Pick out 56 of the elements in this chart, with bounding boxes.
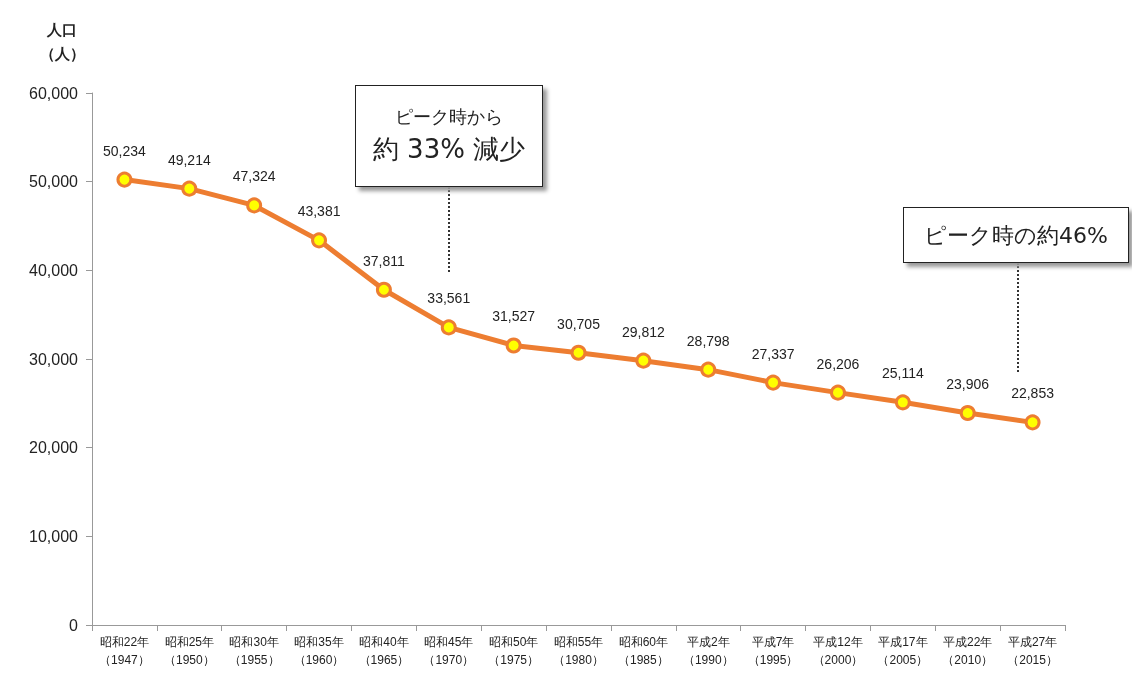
data-label: 29,812 <box>621 323 665 340</box>
x-tick-label: 平成22年（2010） <box>942 635 994 667</box>
y-tick-label: 40,000 <box>29 261 79 279</box>
data-label: 37,811 <box>363 252 405 269</box>
data-label: 43,381 <box>297 203 341 220</box>
point <box>246 197 263 214</box>
x-tick-label: 昭和30年（1955） <box>228 635 280 667</box>
point <box>505 337 522 354</box>
data-label: 26,206 <box>816 355 860 372</box>
point <box>116 171 133 188</box>
x-tick-label: 平成17年（2005） <box>877 635 929 667</box>
y-tick-label: 10,000 <box>29 527 79 545</box>
point <box>1024 414 1041 431</box>
x-tick-label: 昭和45年（1970） <box>423 635 475 667</box>
y-tick-label: 20,000 <box>29 439 79 457</box>
data-label: 31,527 <box>492 308 536 325</box>
data-label: 33,561 <box>427 290 471 307</box>
data-label: 49,214 <box>167 151 211 168</box>
x-tick-label: 昭和50年（1975） <box>488 635 539 667</box>
x-tick-label: 平成12年（2000） <box>812 635 864 667</box>
point <box>894 394 911 411</box>
data-label: 28,798 <box>686 332 730 349</box>
point <box>765 374 782 391</box>
data-label: 25,114 <box>881 365 924 382</box>
x-tick-label: 昭和55年（1980） <box>553 635 604 667</box>
x-tick-label: 昭和35年（1960） <box>293 635 345 667</box>
point <box>570 344 587 361</box>
point <box>181 180 198 197</box>
y-tick-label: 60,000 <box>29 84 79 102</box>
annotation: ピーク時から <box>394 105 504 129</box>
y-axis-title: 人口（人） <box>39 20 85 62</box>
data-label: 27,337 <box>751 345 795 362</box>
point <box>959 405 976 422</box>
point <box>440 319 457 336</box>
data-label: 23,906 <box>946 376 990 393</box>
point <box>700 361 717 378</box>
x-tick-label: 平成7年（1995） <box>747 635 799 667</box>
point <box>311 232 328 249</box>
x-tick-label: 平成27年（2015） <box>1007 635 1058 667</box>
annotation: 約 33% 減少 <box>371 133 527 166</box>
x-tick-label: 昭和60年（1985） <box>618 635 669 667</box>
y-tick-label: 0 <box>69 616 79 634</box>
y-tick-label: 50,000 <box>29 173 79 191</box>
y-tick-label: 30,000 <box>29 350 79 368</box>
x-tick-label: 平成2年（1990） <box>682 635 734 667</box>
point <box>829 384 846 401</box>
point <box>375 281 392 298</box>
data-label: 22,853 <box>1011 385 1055 402</box>
data-label: 50,234 <box>103 142 147 159</box>
data-label: 30,705 <box>557 315 601 332</box>
x-tick-label: 昭和25年（1950） <box>163 635 215 667</box>
x-tick-label: 昭和40年（1965） <box>358 635 410 667</box>
annotation: ピーク時の約46% <box>923 221 1109 250</box>
data-label: 47,324 <box>232 168 276 185</box>
point <box>635 352 652 369</box>
x-tick-label: 昭和22年（1947） <box>99 635 150 667</box>
